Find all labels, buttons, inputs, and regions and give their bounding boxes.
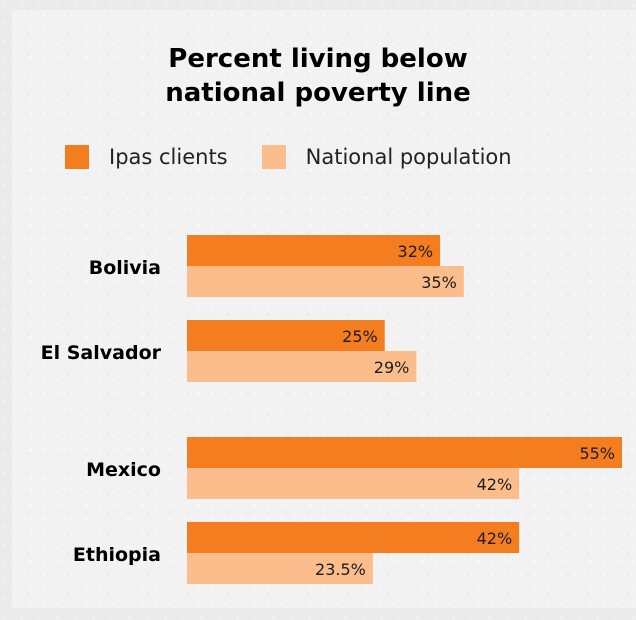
bar-mexico-ipas-clients: [187, 437, 622, 468]
category-label-el-salvador: El Salvador: [41, 342, 162, 364]
category-label-bolivia: Bolivia: [89, 257, 161, 279]
category-label-mexico: Mexico: [86, 459, 161, 481]
bar-bolivia-national-population: [187, 266, 464, 297]
bar-mexico-national-population: [187, 468, 520, 499]
data-label-bolivia-national-population: 35%: [421, 273, 457, 292]
data-label-bolivia-ipas-clients: 32%: [398, 242, 434, 261]
chart-legend: Ipas clients National population: [65, 145, 512, 169]
data-label-ethiopia-national-population: 23.5%: [315, 560, 366, 579]
bar-el-salvador-national-population: [187, 351, 417, 382]
category-label-ethiopia: Ethiopia: [73, 544, 161, 566]
legend-swatch-ipas-clients: [65, 145, 89, 169]
bar-el-salvador-ipas-clients: [187, 320, 385, 351]
bar-bolivia-ipas-clients: [187, 235, 441, 266]
legend-label-national-population: National population: [305, 145, 512, 169]
bar-ethiopia-ipas-clients: [187, 522, 520, 553]
legend-swatch-national-population: [261, 145, 286, 169]
chart-title-line-1: Percent living below: [168, 44, 468, 74]
chart-panel: [12, 10, 636, 608]
data-label-ethiopia-ipas-clients: 42%: [477, 529, 513, 548]
data-label-mexico-national-population: 42%: [477, 475, 513, 494]
legend-label-ipas-clients: Ipas clients: [109, 145, 228, 169]
chart-title: Percent living below national poverty li…: [0, 42, 636, 110]
data-label-mexico-ipas-clients: 55%: [579, 444, 615, 463]
chart-title-line-2: national poverty line: [165, 78, 471, 108]
legend-item-ipas-clients: Ipas clients: [65, 145, 228, 169]
data-label-el-salvador-national-population: 29%: [374, 358, 410, 377]
legend-item-national-population: National population: [261, 145, 512, 169]
data-label-el-salvador-ipas-clients: 25%: [342, 327, 378, 346]
bar-ethiopia-national-population: [187, 553, 373, 584]
